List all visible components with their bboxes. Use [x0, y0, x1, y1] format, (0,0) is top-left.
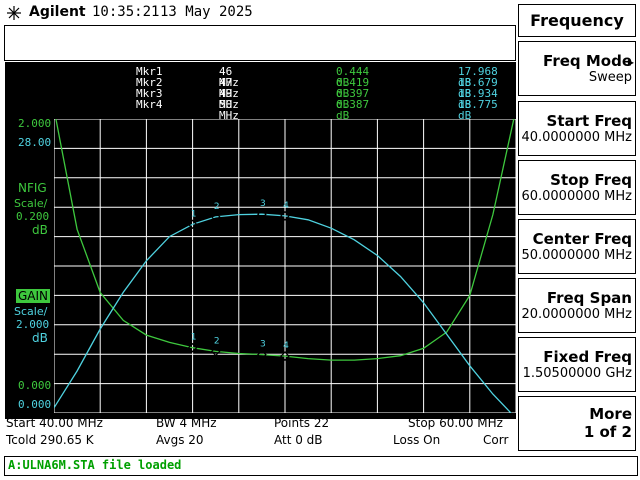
- marker-diamond: [187, 342, 198, 353]
- softkey-value: 20.0000000 MHz: [521, 307, 632, 322]
- nfig-scale-label: Scale/: [14, 197, 48, 210]
- marker-diamond: [280, 351, 290, 361]
- marker-diamond: [257, 209, 267, 220]
- stop-freq-label: Stop 60.00 MHz: [408, 416, 503, 430]
- start-freq-label: Start 40.00 MHz: [6, 416, 103, 430]
- corr-label: Corr: [483, 433, 509, 447]
- marker-gain: 17.968 dB: [458, 65, 498, 89]
- marker-gain: 18.934 dB: [458, 87, 498, 111]
- loss-label: Loss On: [393, 433, 441, 447]
- softkey-label: More: [589, 405, 632, 423]
- nfig-bottom-value: 0.000: [18, 379, 52, 392]
- title-box: [4, 25, 516, 61]
- marker-number: 3: [260, 340, 266, 350]
- gain-label[interactable]: GAIN: [16, 289, 51, 303]
- marker-name: Mkr3: [136, 87, 163, 100]
- softkey-more[interactable]: More 1 of 2: [518, 396, 636, 451]
- gain-scale-value: 2.000: [16, 318, 50, 331]
- header-date: 13 May 2025: [160, 4, 253, 20]
- status-bar: A:ULNA6M.STA file loaded: [4, 456, 638, 476]
- softkey-label: Freq Span: [546, 289, 632, 307]
- softkey-value: Sweep: [588, 70, 632, 85]
- softkey-stop-freq[interactable]: Stop Freq 60.0000000 MHz: [518, 160, 636, 215]
- marker-diamond: [210, 346, 221, 357]
- marker-number: 1: [191, 209, 197, 219]
- nfig-trace: [55, 119, 515, 361]
- nfig-top-value: 2.000: [18, 117, 52, 130]
- gain-scale-label: Scale/: [14, 305, 48, 318]
- softkey-freq-span[interactable]: Freq Span 20.0000000 MHz: [518, 278, 636, 333]
- gain-bottom-value: 0.000: [18, 398, 52, 411]
- submenu-arrow-icon: ▶: [627, 58, 634, 67]
- marker-name: Mkr4: [136, 98, 163, 111]
- softkey-value: 1.50500000 GHz: [522, 366, 632, 381]
- marker-nf: 0.397 dB: [336, 87, 370, 111]
- softkey-value: 40.0000000 MHz: [521, 130, 632, 145]
- marker-nf: 0.444 dB: [336, 65, 370, 89]
- softkey-label: Center Freq: [532, 230, 632, 248]
- marker-number: 2: [214, 202, 220, 212]
- softkey-menu-title: Frequency: [530, 11, 624, 30]
- marker-diamond: [210, 212, 221, 222]
- status-message: A:ULNA6M.STA file loaded: [8, 458, 182, 472]
- softkey-start-freq[interactable]: Start Freq 40.0000000 MHz: [518, 101, 636, 156]
- brand-name: Agilent: [29, 4, 86, 20]
- marker-gain: 18.679 dB: [458, 76, 498, 100]
- marker-name: Mkr2: [136, 76, 163, 89]
- softkey-value: 60.0000000 MHz: [521, 189, 632, 204]
- marker-number: 4: [283, 201, 289, 211]
- points-label: Points 22: [274, 416, 330, 430]
- softkey-center-freq[interactable]: Center Freq 50.0000000 MHz: [518, 219, 636, 274]
- trace-chart: 1 1 2 2 3 3 4 4: [54, 119, 516, 413]
- bw-label: BW 4 MHz: [156, 416, 217, 430]
- marker-number: 2: [214, 336, 220, 346]
- marker-number: 1: [191, 333, 197, 343]
- marker-diamond: [280, 211, 290, 221]
- att-label: Att 0 dB: [274, 433, 323, 447]
- softkey-label: Start Freq: [546, 112, 632, 130]
- softkey-fixed-freq[interactable]: Fixed Freq 1.50500000 GHz: [518, 337, 636, 392]
- gain-unit: dB: [32, 331, 48, 345]
- softkey-label: Freq Mode: [543, 52, 632, 70]
- agilent-logo-icon: [6, 5, 22, 21]
- softkey-value: 50.0000000 MHz: [521, 248, 632, 263]
- softkey-label: Stop Freq: [550, 171, 632, 189]
- softkey-label: Fixed Freq: [543, 348, 632, 366]
- marker-diamond: [257, 349, 267, 360]
- avgs-label: Avgs 20: [156, 433, 204, 447]
- marker-freq: 46 MHz: [219, 65, 239, 89]
- marker-freq: 47 MHz: [219, 76, 239, 100]
- header-time: 10:35:21: [92, 4, 160, 20]
- marker-nf: 0.419 dB: [336, 76, 370, 100]
- nfig-unit: dB: [32, 223, 48, 237]
- softkey-value: 1 of 2: [583, 423, 632, 441]
- marker-diamond: [187, 219, 198, 230]
- gain-top-value: 28.00: [18, 136, 52, 149]
- marker-nf: 0.387 dB: [336, 98, 370, 122]
- marker-number: 3: [260, 199, 266, 209]
- softkey-freq-mode[interactable]: Freq Mode Sweep ▶: [518, 41, 636, 96]
- tcold-label: Tcold 290.65 K: [6, 433, 94, 447]
- marker-freq: 50 MHz: [219, 98, 239, 122]
- plot-area: Mkr1 46 MHz 0.444 dB 17.968 dB Mkr2 47 M…: [5, 62, 516, 419]
- softkey-frequency-title: Frequency: [518, 4, 636, 37]
- marker-number: 4: [283, 341, 289, 351]
- marker-name: Mkr1: [136, 65, 163, 78]
- gain-trace: [54, 213, 512, 413]
- marker-gain: 18.775 dB: [458, 98, 498, 122]
- nfig-label[interactable]: NFIG: [18, 181, 47, 195]
- nfig-scale-value: 0.200: [16, 210, 50, 223]
- marker-freq: 49 MHz: [219, 87, 239, 111]
